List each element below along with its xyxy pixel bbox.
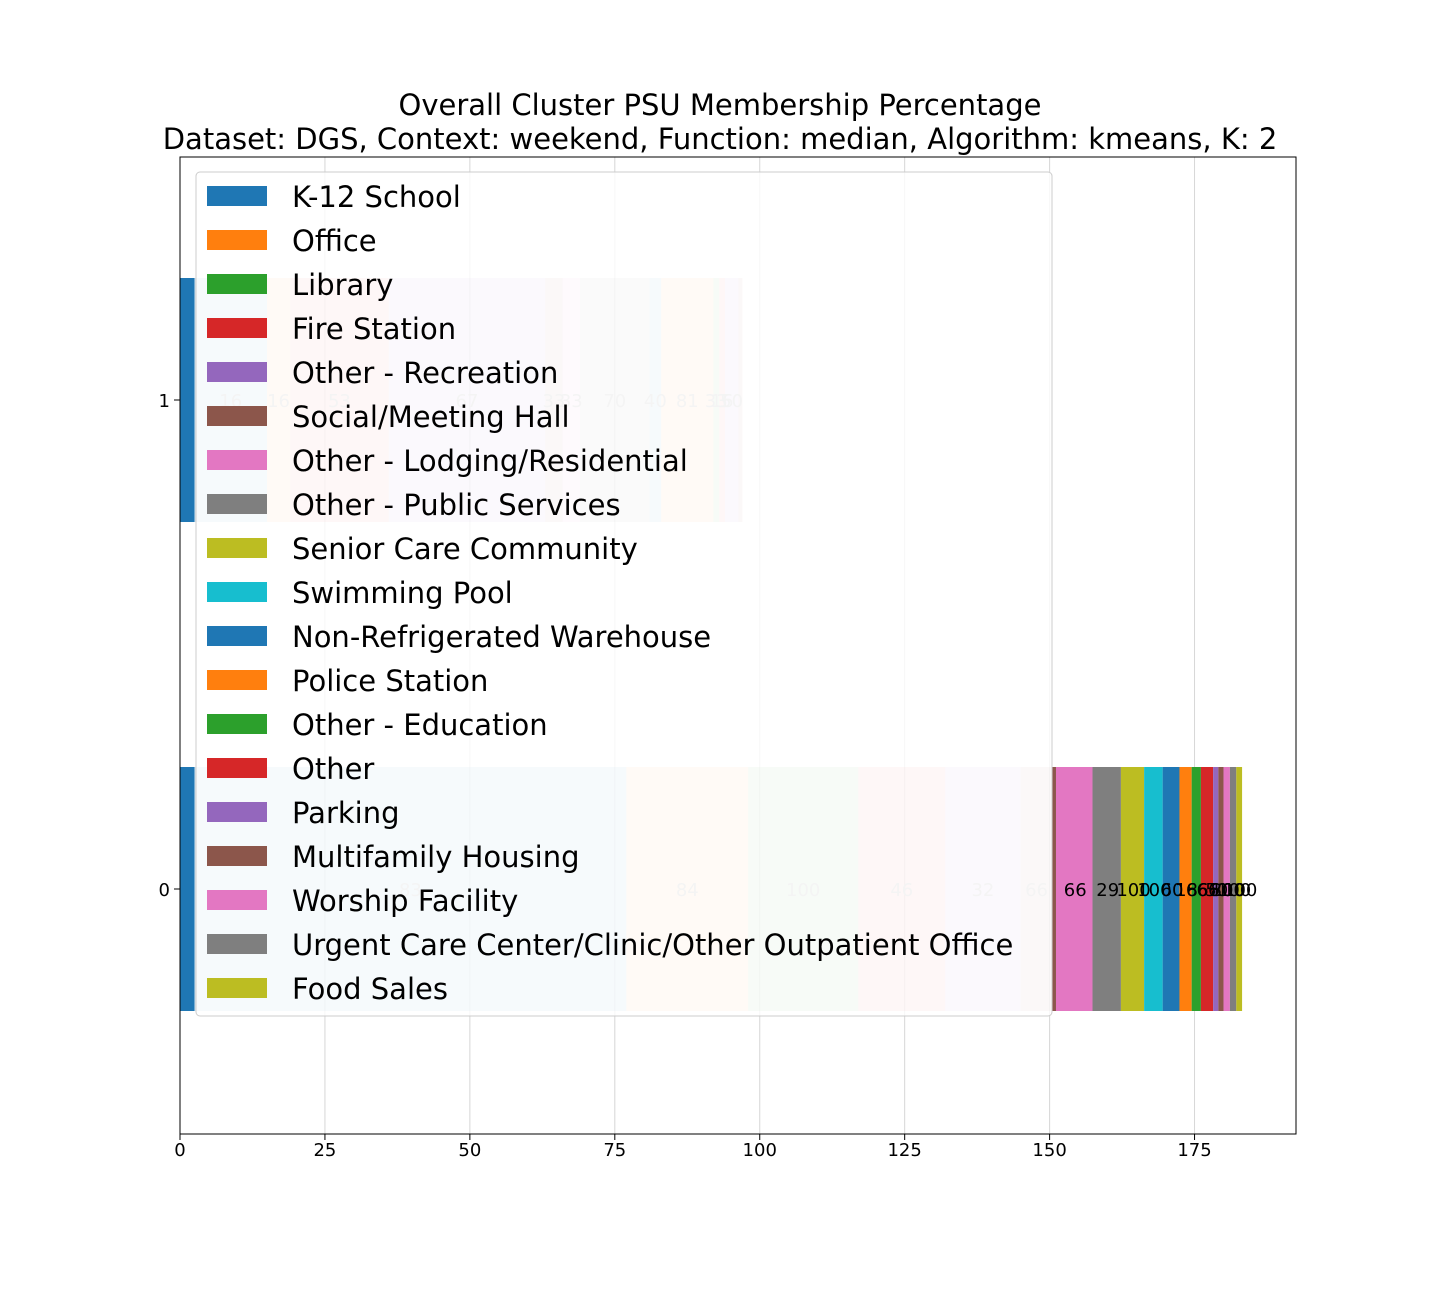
- x-tick-label: 150: [1032, 1140, 1066, 1161]
- segment-label: 100: [1211, 880, 1245, 901]
- bar-segment: [1055, 767, 1093, 1011]
- segment-label: 50: [1205, 880, 1228, 901]
- x-tick-label: 125: [887, 1140, 921, 1161]
- legend-swatch: [207, 494, 267, 514]
- legend-entry-label: Worship Facility: [292, 884, 518, 918]
- legend-swatch: [207, 890, 267, 910]
- bar-segment: [1223, 767, 1230, 1011]
- legend-swatch: [207, 318, 267, 338]
- y-tick-label: 0: [159, 880, 170, 901]
- legend-entry-label: Other: [292, 752, 374, 786]
- x-tick-label: 50: [458, 1140, 481, 1161]
- legend-swatch: [207, 406, 267, 426]
- legend-swatch: [207, 186, 267, 206]
- y-tick-label: 1: [159, 391, 170, 412]
- legend-swatch: [207, 626, 267, 646]
- legend-swatch: [207, 714, 267, 734]
- segment-label: 66: [1197, 880, 1220, 901]
- legend-swatch: [207, 450, 267, 470]
- segment-label: 29: [1096, 880, 1119, 901]
- legend-entry-label: Office: [292, 224, 377, 258]
- segment-label: 66: [1064, 880, 1087, 901]
- legend-swatch: [207, 582, 267, 602]
- legend-swatch: [207, 230, 267, 250]
- legend-entry-label: Police Station: [292, 664, 488, 698]
- legend-swatch: [207, 978, 267, 998]
- x-tick-label: 175: [1177, 1140, 1211, 1161]
- bar-segment: [1218, 767, 1224, 1011]
- bar-segment: [1052, 767, 1056, 1011]
- bar-segment: [1092, 767, 1121, 1011]
- legend-swatch: [207, 670, 267, 690]
- legend-entry-label: K-12 School: [292, 180, 461, 214]
- legend: K-12 School Office Library Fire Station Othe…: [195, 171, 1053, 1017]
- bar-segments: [180, 278, 1243, 1011]
- segment-label: 18: [1175, 880, 1198, 901]
- legend-box: [195, 171, 1053, 1017]
- legend-swatch: [207, 274, 267, 294]
- bar-segment: [1162, 767, 1180, 1011]
- legend-swatch: [207, 758, 267, 778]
- legend-swatch: [207, 538, 267, 558]
- bar-segment: [1200, 767, 1214, 1011]
- bar-segment: [1191, 767, 1201, 1011]
- chart-subtitle: Dataset: DGS, Context: weekend, Function…: [162, 122, 1278, 156]
- x-tick-label: 100: [743, 1140, 777, 1161]
- segment-label: 100: [1116, 880, 1150, 901]
- segment-label: 100: [1223, 880, 1257, 901]
- legend-entry-label: Parking: [292, 796, 400, 830]
- bar-segment: [1144, 767, 1163, 1011]
- segment-label: 66: [1186, 880, 1209, 901]
- x-tick-label: 0: [174, 1140, 185, 1161]
- x-tick-label: 75: [603, 1140, 626, 1161]
- legend-entry-label: Other - Recreation: [292, 356, 558, 390]
- legend-swatch: [207, 362, 267, 382]
- bar-segment: [1236, 767, 1243, 1011]
- bar-segment: [1229, 767, 1237, 1011]
- axes: 0 25 50 75 100 125 150 175 1 0: [159, 391, 1212, 1161]
- x-tick-label: 25: [313, 1140, 336, 1161]
- legend-entry-label: Other - Lodging/Residential: [292, 444, 688, 478]
- legend-entry-label: Library: [292, 268, 393, 302]
- legend-entry-label: Other - Education: [292, 708, 548, 742]
- legend-entry-label: Senior Care Community: [292, 532, 638, 566]
- legend-swatch: [207, 802, 267, 822]
- legend-entry-label: Food Sales: [292, 972, 448, 1006]
- legend-entry-label: Fire Station: [292, 312, 456, 346]
- bar-segment: [180, 278, 195, 522]
- legend-entry-label: Swimming Pool: [292, 576, 513, 610]
- legend-swatch: [207, 846, 267, 866]
- legend-entry-label: Urgent Care Center/Clinic/Other Outpatie…: [292, 928, 1013, 962]
- legend-entry-label: Social/Meeting Hall: [292, 400, 570, 434]
- legend-entry-label: Multifamily Housing: [292, 840, 580, 874]
- legend-entry-label: Other - Public Services: [292, 488, 621, 522]
- legend-entry-label: Non-Refrigerated Warehouse: [292, 620, 711, 654]
- segment-label: 100: [1217, 880, 1251, 901]
- bar-segment: [1179, 767, 1192, 1011]
- chart-title: Overall Cluster PSU Membership Percentag…: [398, 88, 1042, 122]
- bar-segment: [1213, 767, 1219, 1011]
- bar-segment: [180, 767, 195, 1011]
- segment-label: 80: [1210, 880, 1233, 901]
- plot-frame: [179, 156, 1297, 1135]
- bar-segment: [1120, 767, 1145, 1011]
- segment-label: 60: [1161, 880, 1184, 901]
- legend-swatch: [207, 934, 267, 954]
- segment-label: 100: [1137, 880, 1171, 901]
